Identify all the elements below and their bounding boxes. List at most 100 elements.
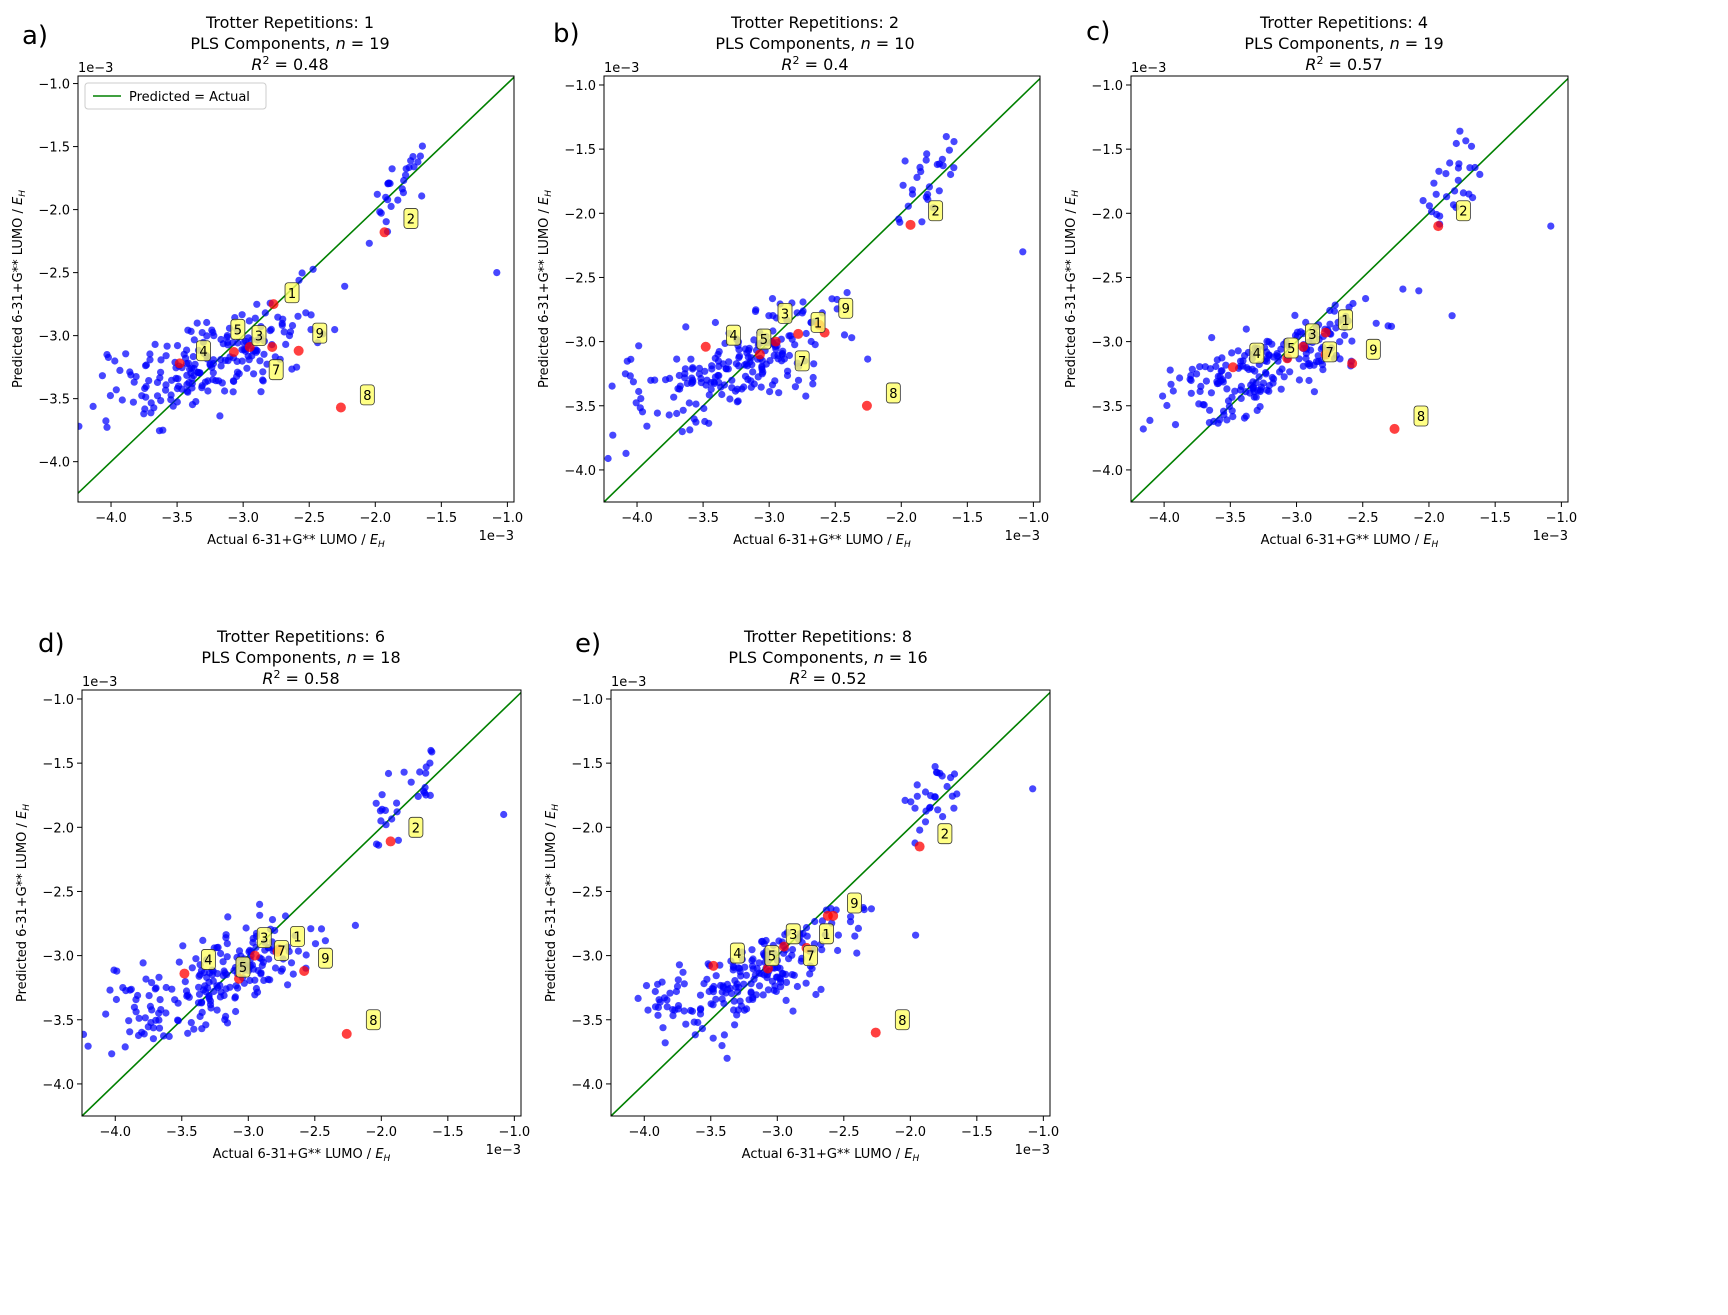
highlight-label-box-7 (803, 945, 818, 967)
scatter-point (669, 1012, 677, 1020)
highlight-label-box-1 (810, 311, 826, 333)
scatter-point (1547, 222, 1555, 230)
scatter-point (232, 1007, 240, 1016)
highlight-label-9: 9 (842, 302, 850, 317)
x-scale-label: 1e−3 (1005, 529, 1040, 544)
scatter-point (160, 1032, 168, 1040)
scatter-point (194, 368, 202, 376)
scatter-point (896, 218, 904, 226)
highlight-label-5: 5 (760, 333, 768, 348)
scatter-point (1245, 365, 1253, 374)
scatter-point (710, 378, 718, 386)
scatter-point (860, 906, 868, 914)
scatter-point (394, 196, 402, 204)
scatter-point (224, 913, 232, 921)
highlight-label-box-7 (268, 359, 284, 381)
scatter-point (422, 763, 430, 771)
scatter-point (287, 959, 296, 967)
scatter-point (632, 399, 640, 407)
scatter-point (950, 138, 958, 146)
x-tick-label: −1.0 (492, 511, 524, 526)
scatter-point (1139, 425, 1147, 433)
highlight-point-1 (268, 299, 279, 310)
scatter-point (812, 990, 820, 999)
scatter-point (288, 322, 297, 330)
scatter-point (217, 356, 225, 364)
scatter-point (1225, 402, 1233, 410)
scatter-point (253, 347, 261, 355)
scatter-point (735, 352, 744, 360)
scatter-point (165, 1032, 173, 1040)
highlight-label-box-8 (359, 384, 375, 406)
scatter-point (179, 942, 187, 950)
scatter-point (426, 791, 434, 800)
highlight-point-2 (379, 227, 390, 238)
scatter-point (715, 372, 723, 380)
scatter-point (580, 442, 587, 449)
scatter-point (188, 964, 196, 972)
scatter-point (735, 362, 743, 370)
scatter-point (746, 358, 754, 366)
scatter-point (500, 810, 508, 819)
scatter-point (854, 924, 863, 933)
scatter-point (907, 798, 915, 806)
scatter-point (715, 348, 723, 356)
highlight-label-box-2 (937, 823, 953, 845)
scatter-point (1195, 400, 1203, 408)
x-tick-label: −1.0 (1546, 511, 1578, 526)
scatter-point (751, 307, 760, 315)
scatter-point (663, 1003, 671, 1011)
scatter-point (1124, 409, 1131, 416)
highlight-label-1: 1 (1341, 314, 1349, 329)
scatter-point (1201, 363, 1209, 371)
scatter-point (78, 422, 83, 430)
scatter-point (155, 1024, 164, 1032)
scatter-point (1331, 301, 1339, 309)
scatter-point (142, 393, 150, 401)
scatter-point (1217, 377, 1225, 385)
scatter-point (726, 395, 734, 403)
scatter-panel-5: e) Trotter Repetitions: 8 PLS Components, … (544, 627, 1059, 1164)
highlight-label-box-8 (885, 382, 901, 404)
scatter-point (1268, 340, 1276, 348)
scatter-point (122, 350, 130, 358)
scatter-point (288, 365, 296, 373)
scatter-point (939, 813, 947, 821)
highlight-label-box-9 (838, 297, 854, 319)
scatter-point (267, 325, 275, 333)
scatter-point (784, 367, 792, 375)
scatter-point (697, 1005, 705, 1013)
highlight-label-4: 4 (729, 329, 737, 344)
scatter-panel-2: b) Trotter Repetitions: 2 PLS Components, … (537, 13, 1049, 550)
scatter-point (155, 1009, 163, 1017)
scatter-point (259, 368, 267, 376)
scatter-point (1263, 386, 1271, 394)
scatter-point (183, 346, 191, 354)
highlight-label-9: 9 (316, 327, 324, 342)
scatter-point (1228, 349, 1236, 357)
scatter-point (802, 392, 810, 400)
scatter-point (851, 932, 859, 940)
scatter-point (259, 377, 267, 385)
highlight-point-5 (228, 347, 239, 358)
scatter-point (183, 371, 191, 379)
scatter-point (750, 380, 758, 388)
highlight-point-2 (1433, 221, 1444, 232)
scatter-point (198, 384, 206, 392)
scatter-point (1257, 383, 1265, 391)
scatter-point (142, 975, 150, 983)
scatter-point (377, 209, 385, 217)
highlight-label-box-8 (894, 1009, 910, 1031)
r2-label: R2 = 0.52 (789, 668, 866, 688)
scatter-point (399, 189, 407, 197)
scatter-point (692, 400, 700, 408)
x-tick-label: −3.0 (227, 511, 259, 526)
scatter-point (1263, 357, 1271, 365)
highlight-point-7 (267, 341, 278, 352)
scatter-point (1242, 412, 1250, 420)
scatter-point (1213, 356, 1221, 364)
scatter-point (635, 342, 643, 350)
scatter-point (1224, 371, 1232, 379)
y-tick-label: −3.5 (571, 1014, 603, 1029)
scatter-point (1234, 347, 1242, 355)
